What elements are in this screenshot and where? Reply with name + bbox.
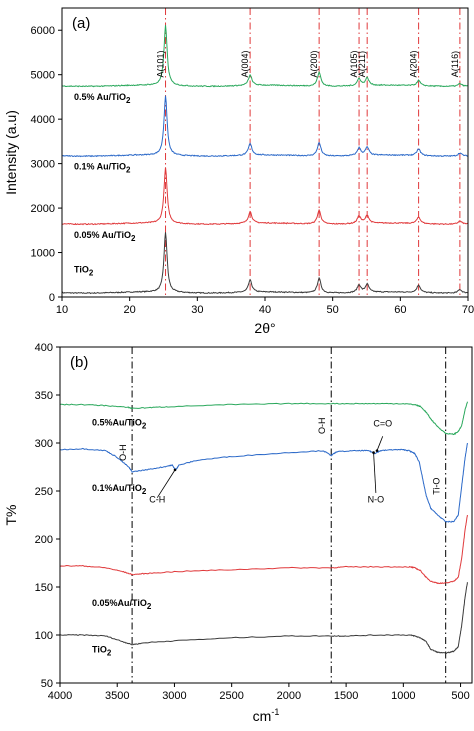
series-line-2 xyxy=(59,442,468,523)
arrow-head xyxy=(375,449,379,452)
series-label-2: 0.1%Au/TiO2 xyxy=(92,483,147,496)
y-tick-label: 150 xyxy=(35,582,53,594)
annotation-arrow xyxy=(156,469,176,498)
y-tick-label: 200 xyxy=(35,534,53,546)
chart-panel-b: TiO2 0.05%Au/TiO2 0.1%Au/TiO2 0.5%Au/TiO2 O-… xyxy=(3,342,473,724)
band-label: C=O xyxy=(373,419,392,429)
y-tick-label: 5000 xyxy=(31,70,55,82)
annotation-arrow xyxy=(376,436,384,451)
band-label: O-H xyxy=(118,444,128,461)
y-tick-label: 4000 xyxy=(31,114,55,126)
peak-label: A(204) xyxy=(409,50,419,77)
series-label-0: TiO2 xyxy=(74,265,94,278)
y-tick-label: 400 xyxy=(35,342,53,354)
series-label-2: 0.1% Au/TiO2 xyxy=(74,161,131,174)
x-axis-title: cm-1 xyxy=(253,707,280,724)
x-tick-label: 3500 xyxy=(105,690,129,702)
panel-label: (a) xyxy=(72,15,90,32)
peak-label: A(101) xyxy=(156,50,166,77)
peak-label: A(200) xyxy=(309,50,319,77)
series-label-0: TiO2 xyxy=(92,644,112,657)
series-line-3 xyxy=(61,25,469,88)
x-tick-label: 20 xyxy=(124,304,136,316)
series-line-0 xyxy=(61,232,469,295)
y-axis-title: T% xyxy=(3,505,19,526)
y-tick-label: 350 xyxy=(35,390,53,402)
series-line-0 xyxy=(59,582,468,655)
peak-label: A(211) xyxy=(357,51,367,77)
x-tick-label: 50 xyxy=(327,304,339,316)
x-tick-label: 3000 xyxy=(162,690,186,702)
y-tick-label: 300 xyxy=(35,438,53,450)
series-line-1 xyxy=(61,167,469,226)
annotation-arrow xyxy=(373,452,377,493)
plot-frame xyxy=(59,346,473,684)
peak-label: A(105) xyxy=(349,50,359,77)
y-axis-title: Intensity (a.u) xyxy=(3,110,19,195)
x-tick-label: 60 xyxy=(394,304,406,316)
y-tick-label: 1000 xyxy=(31,248,55,260)
x-tick-label: 2000 xyxy=(277,690,301,702)
arrow-head xyxy=(372,451,375,454)
band-label: O-H xyxy=(317,417,327,434)
y-tick-label: 50 xyxy=(41,678,53,690)
y-tick-label: 100 xyxy=(35,630,53,642)
series-label-3: 0.5%Au/TiO2 xyxy=(92,418,147,431)
y-tick-label: 250 xyxy=(35,486,53,498)
y-tick-label: 6000 xyxy=(31,25,55,37)
band-label: Ti-O xyxy=(432,478,442,495)
x-tick-label: 40 xyxy=(259,304,271,316)
series-line-3 xyxy=(59,401,468,436)
x-tick-label: 30 xyxy=(191,304,203,316)
band-label: C-H xyxy=(149,495,165,505)
series-label-1: 0.05%Au/TiO2 xyxy=(92,598,152,611)
x-tick-label: 4000 xyxy=(48,690,72,702)
y-tick-label: 3000 xyxy=(31,159,55,171)
series-line-2 xyxy=(62,95,469,158)
peak-label: A(116) xyxy=(450,51,460,77)
x-tick-label: 70 xyxy=(462,304,474,316)
y-tick-label: 2000 xyxy=(31,203,55,215)
band-label: N-O xyxy=(368,495,385,505)
peak-label: A(004) xyxy=(240,50,250,77)
chart-panel-a: TiO2 0.05% Au/TiO2 0.1% Au/TiO2 0.5% Au/TiO… xyxy=(3,7,474,336)
x-tick-label: 10 xyxy=(56,304,68,316)
x-axis-title: 2θ° xyxy=(254,320,275,336)
x-tick-label: 2500 xyxy=(219,690,243,702)
series-label-1: 0.05% Au/TiO2 xyxy=(74,230,136,243)
panel-label: (b) xyxy=(70,354,88,371)
series-line-1 xyxy=(59,514,468,585)
arrow-head xyxy=(173,468,177,472)
x-tick-label: 1000 xyxy=(391,690,415,702)
series-label-3: 0.5% Au/TiO2 xyxy=(74,92,131,105)
y-tick-label: 0 xyxy=(49,292,55,304)
x-tick-label: 1500 xyxy=(334,690,358,702)
x-tick-label: 500 xyxy=(451,690,469,702)
plot-frame xyxy=(61,7,469,298)
